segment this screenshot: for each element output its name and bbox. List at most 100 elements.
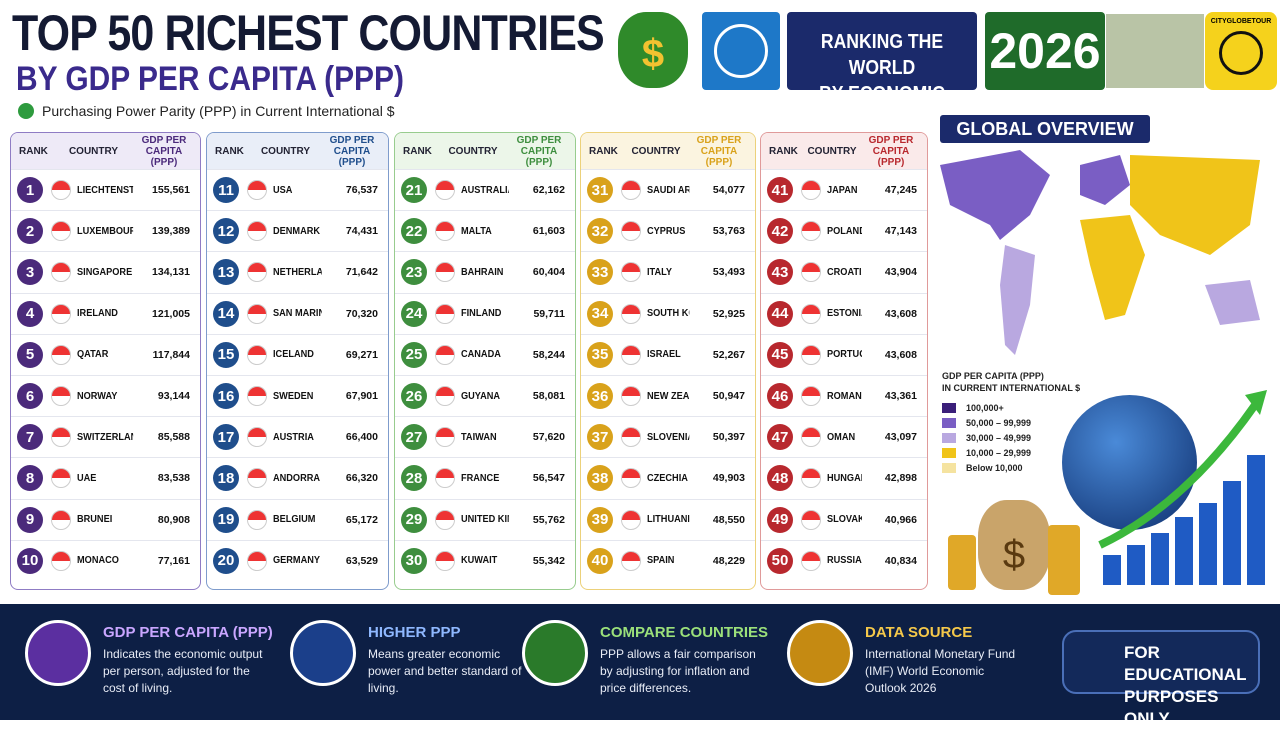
gdp-value: 40,966 (884, 513, 917, 526)
country: ICELAND (273, 349, 314, 361)
gdp-value: 55,762 (532, 513, 565, 526)
gdp-value: 53,493 (712, 266, 745, 279)
country: LIECHTENSTEIN (77, 184, 133, 196)
table-row: 28 FRANCE 56,547 (395, 457, 575, 498)
rank: 40 (587, 547, 613, 574)
table-row: 24 FINLAND 59,711 (395, 292, 575, 334)
flag (435, 509, 455, 530)
rank: 37 (587, 424, 613, 451)
country: FINLAND (461, 308, 502, 320)
gdp-value: 70,320 (345, 307, 378, 320)
table-row: 22 MALTA 61,603 (395, 210, 575, 251)
flag (435, 344, 455, 365)
rank: 27 (401, 424, 427, 451)
legend: GDP PER CAPITA (PPP) IN CURRENT INTERNAT… (942, 370, 1080, 475)
rank: 24 (401, 300, 427, 327)
country: NETHERLANDS (273, 266, 322, 278)
gdp-value: 48,229 (712, 554, 745, 567)
column-header: COUNTRY (631, 145, 681, 157)
gdp-value: 47,143 (884, 225, 917, 238)
gdp-value: 50,947 (712, 390, 745, 403)
table-row: 2 LUXEMBOURG 139,389 (11, 210, 200, 251)
gdp-value: 77,161 (157, 554, 190, 567)
table-row: 5 QATAR 117,844 (11, 333, 200, 375)
table-row: 33 ITALY 53,493 (581, 251, 755, 292)
gdp-value: 52,925 (712, 307, 745, 320)
country: CZECHIA (647, 472, 688, 484)
gdp-value: 50,397 (712, 431, 745, 444)
money-bag: $ (618, 12, 688, 88)
legend-label: Below 10,000 (966, 462, 1023, 473)
table-row: 20 GERMANY 63,529 (207, 539, 388, 581)
table-row: 23 BAHRAIN 60,404 (395, 251, 575, 292)
legend-label: 50,000 – 99,999 (966, 417, 1032, 428)
table-header: RANK COUNTRY GDP PER CAPITA (PPP) (207, 133, 388, 169)
europe (1080, 155, 1130, 205)
gdp-value: 55,342 (532, 554, 565, 567)
flag (621, 221, 641, 242)
gdp-value: 48,550 (712, 513, 745, 526)
rank: 41 (767, 177, 793, 204)
note-text: Purchasing Power Parity (PPP) in Current… (42, 103, 395, 119)
rank: 23 (401, 259, 427, 286)
legend-item: 50,000 – 99,999 (942, 415, 1080, 430)
rank: 2 (17, 218, 43, 245)
footer-title: HIGHER PPP (368, 624, 461, 641)
table-panel: RANK COUNTRY GDP PER CAPITA (PPP) 21 AUSTRAL… (394, 132, 576, 590)
rank: 33 (587, 259, 613, 286)
table-panel: RANK COUNTRY GDP PER CAPITA (PPP) 41 JAPAN 47… (760, 132, 928, 590)
country: ITALY (647, 266, 673, 278)
footer-icon (290, 620, 356, 686)
rank: 32 (587, 218, 613, 245)
map-title: GLOBAL OVERVIEW (940, 115, 1150, 143)
gdp-value: 40,834 (884, 554, 917, 567)
country: BRUNEI (77, 514, 113, 526)
rank: 14 (213, 300, 239, 327)
table-row: 32 CYPRUS 53,763 (581, 210, 755, 251)
rank: 4 (17, 300, 43, 327)
country: GUYANA (461, 390, 501, 402)
country: SLOVENIA (647, 431, 689, 443)
country: CROATIA (827, 266, 862, 278)
column-header: GDP PER CAPITA (PPP) (141, 134, 187, 168)
legend-label: 100,000+ (966, 402, 1004, 413)
gdp-value: 139,389 (152, 225, 190, 238)
gdp-value: 71,642 (345, 266, 378, 279)
world-map (940, 150, 1260, 355)
footer-text: Means greater economic power and better … (368, 647, 522, 695)
badge-line: RANKING THE WORLD (820, 31, 944, 79)
country: IRELAND (77, 308, 118, 320)
gdp-value: 93,144 (157, 390, 190, 403)
column-header: GDP PER CAPITA (PPP) (696, 134, 742, 168)
country: QATAR (77, 349, 109, 361)
gdp-value: 57,620 (532, 431, 565, 444)
table-row: 46 ROMANIA 43,361 (761, 374, 927, 416)
table-row: 13 NETHERLANDS 71,642 (207, 251, 388, 292)
table-row: 31 SAUDI ARABIA 54,077 (581, 169, 755, 210)
flag (801, 468, 821, 489)
rank: 42 (767, 218, 793, 245)
column-header: RANK (589, 145, 618, 157)
country: NEW ZEALAND (647, 390, 690, 402)
table-row: 14 SAN MARINO 70,320 (207, 292, 388, 334)
rank: 46 (767, 383, 793, 410)
legend-item: Below 10,000 (942, 460, 1080, 475)
footer-icon (787, 620, 853, 686)
rank: 35 (587, 341, 613, 368)
flag (801, 221, 821, 242)
flag (51, 468, 71, 489)
legend-label: 10,000 – 29,999 (966, 447, 1032, 458)
rank: 50 (767, 547, 793, 574)
gdp-value: 66,400 (345, 431, 378, 444)
country: SWITZERLAND (77, 431, 133, 443)
legend-label: 30,000 – 49,999 (966, 432, 1032, 443)
legend-title: IN CURRENT INTERNATIONAL $ (942, 383, 1081, 393)
table-row: 48 HUNGARY 42,898 (761, 457, 927, 498)
table-row: 38 CZECHIA 49,903 (581, 457, 755, 498)
legend-title: GDP PER CAPITA (PPP) (942, 371, 1044, 381)
gdp-value: 69,271 (345, 348, 378, 361)
flag (801, 180, 821, 201)
rank: 28 (401, 465, 427, 492)
gdp-value: 47,245 (884, 184, 917, 197)
flag (51, 550, 71, 571)
